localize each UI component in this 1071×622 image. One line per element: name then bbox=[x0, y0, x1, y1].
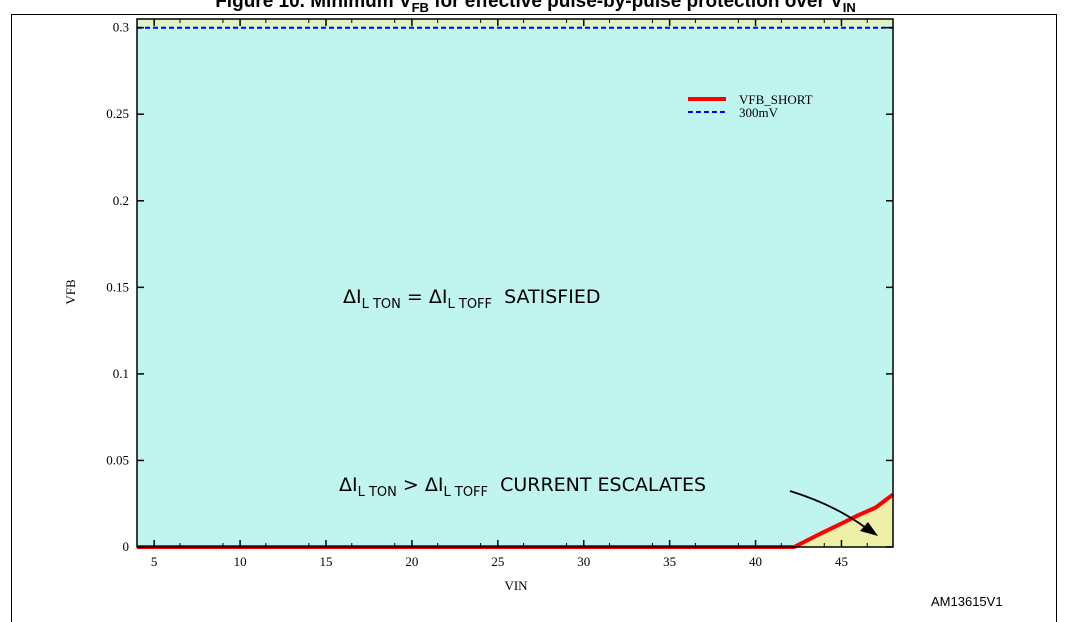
x-tick-label: 10 bbox=[234, 554, 247, 569]
ann1-pre: ΔI bbox=[343, 286, 362, 308]
annotation-escalates: ΔIL TON > ΔIL TOFF CURRENT ESCALATES bbox=[339, 474, 706, 500]
y-tick-label: 0.15 bbox=[106, 279, 129, 294]
ann1-sub2: L TOFF bbox=[448, 297, 493, 312]
region-above-300mv bbox=[137, 19, 893, 28]
ann2-sub1: L TON bbox=[358, 485, 397, 500]
y-tick-label: 0.25 bbox=[106, 106, 129, 121]
title-sub-in: IN bbox=[842, 0, 856, 15]
ann2-sub2: L TOFF bbox=[444, 485, 489, 500]
y-tick-label: 0.3 bbox=[113, 20, 129, 35]
legend-label-vfb-short: VFB_SHORT bbox=[739, 92, 813, 107]
ann1-sub1: L TON bbox=[362, 297, 401, 312]
ann1-mid: = ΔI bbox=[401, 286, 448, 308]
ann2-post: CURRENT ESCALATES bbox=[488, 474, 706, 496]
x-tick-label: 30 bbox=[577, 554, 590, 569]
x-tick-label: 20 bbox=[405, 554, 418, 569]
ann1-post: SATISFIED bbox=[492, 286, 600, 308]
annotation-arrowhead bbox=[860, 522, 878, 536]
x-axis-label: VIN bbox=[504, 578, 528, 593]
region-escalation bbox=[794, 494, 893, 547]
annotation-satisfied: ΔIL TON = ΔIL TOFF SATISFIED bbox=[343, 286, 600, 312]
ann2-pre: ΔI bbox=[339, 474, 358, 496]
y-tick-label: 0.1 bbox=[113, 366, 129, 381]
y-axis-label: VFB bbox=[63, 279, 78, 305]
x-tick-label: 40 bbox=[749, 554, 762, 569]
region-satisfied bbox=[137, 19, 893, 547]
title-prefix: Figure 10. Minimum V bbox=[215, 0, 412, 12]
y-tick-label: 0 bbox=[123, 539, 130, 554]
x-tick-label: 5 bbox=[151, 554, 158, 569]
y-tick-label: 0.05 bbox=[106, 452, 129, 467]
title-sub-fb: FB bbox=[411, 0, 429, 15]
x-tick-label: 45 bbox=[835, 554, 848, 569]
figure-title: Figure 10. Minimum VFB for effective pul… bbox=[0, 0, 1071, 15]
annotation-arrow bbox=[789, 490, 867, 529]
figure-reference-code: AM13615V1 bbox=[931, 594, 1003, 609]
ann2-mid: > ΔI bbox=[397, 474, 444, 496]
x-tick-label: 25 bbox=[491, 554, 504, 569]
x-tick-label: 15 bbox=[320, 554, 333, 569]
legend-label-300mv: 300mV bbox=[739, 105, 779, 120]
x-tick-label: 35 bbox=[663, 554, 676, 569]
figure-frame bbox=[11, 14, 1057, 622]
y-tick-label: 0.2 bbox=[113, 193, 129, 208]
plot-frame bbox=[136, 18, 894, 548]
title-middle: for effective pulse-by-pulse protection … bbox=[428, 0, 843, 12]
